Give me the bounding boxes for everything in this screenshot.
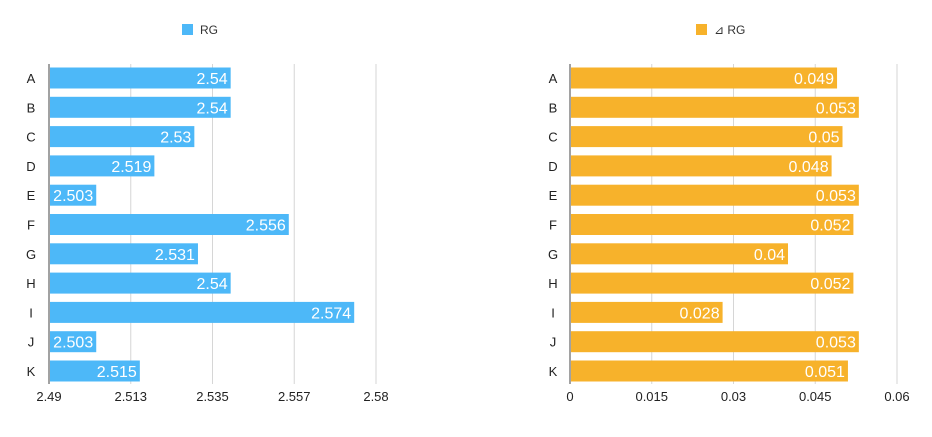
drg-data-label: 0.04 xyxy=(754,247,785,264)
drg-legend-label: ⊿ RG xyxy=(714,23,745,37)
drg-tick-label: 0.03 xyxy=(721,389,746,404)
rg-tick-label: 2.557 xyxy=(278,389,311,404)
rg-tick-label: 2.513 xyxy=(114,389,147,404)
rg-data-label: 2.54 xyxy=(197,100,228,117)
drg-category-label: J xyxy=(550,335,557,350)
rg-bar xyxy=(50,155,155,177)
drg-bar xyxy=(571,126,843,148)
rg-bar xyxy=(50,67,231,89)
drg-data-label: 0.051 xyxy=(805,364,845,381)
rg-tick-label: 2.535 xyxy=(196,389,229,404)
rg-tick-label: 2.58 xyxy=(363,389,388,404)
rg-data-label: 2.503 xyxy=(53,188,93,205)
drg-data-label: 0.049 xyxy=(794,71,834,88)
drg-bar xyxy=(571,301,723,323)
drg-tick-label: 0.045 xyxy=(799,389,832,404)
rg-category-label: E xyxy=(27,188,36,203)
drg-tick-label: 0.06 xyxy=(884,389,909,404)
rg-bar xyxy=(50,331,97,353)
drg-category-label: C xyxy=(548,130,557,145)
drg-data-label: 0.048 xyxy=(789,159,829,176)
drg-bar xyxy=(571,214,854,235)
rg-data-label: 2.531 xyxy=(155,247,195,264)
rg-data-label: 2.574 xyxy=(311,305,351,322)
rg-data-label: 2.515 xyxy=(97,364,137,381)
rg-category-label: B xyxy=(27,100,36,115)
rg-data-label: 2.54 xyxy=(197,276,228,293)
drg-category-label: H xyxy=(548,276,557,291)
rg-bar xyxy=(50,301,355,323)
rg-data-label: 2.54 xyxy=(197,71,228,88)
drg-data-label: 0.052 xyxy=(810,218,850,235)
drg-data-label: 0.053 xyxy=(816,188,856,205)
drg-legend-swatch xyxy=(696,24,707,35)
drg-data-label: 0.053 xyxy=(816,100,856,117)
rg-category-label: K xyxy=(27,364,36,379)
drg-bar xyxy=(571,184,859,206)
drg-data-label: 0.028 xyxy=(680,305,720,322)
rg-category-label: D xyxy=(26,159,35,174)
drg-category-label: F xyxy=(549,218,557,233)
rg-bar xyxy=(50,214,289,235)
drg-bar xyxy=(571,67,838,89)
drg-category-label: I xyxy=(551,305,555,320)
drg-bar xyxy=(571,243,788,265)
rg-data-label: 2.519 xyxy=(111,159,151,176)
rg-bar xyxy=(50,360,140,382)
rg-category-label: I xyxy=(29,305,33,320)
drg-bar xyxy=(571,331,859,353)
rg-bar xyxy=(50,272,231,294)
drg-bar xyxy=(571,360,848,382)
rg-category-label: G xyxy=(26,247,36,262)
drg-category-label: B xyxy=(549,100,558,115)
drg-bar xyxy=(571,155,832,177)
rg-legend-label: RG xyxy=(200,23,218,37)
rg-bar xyxy=(50,96,231,118)
rg-data-label: 2.503 xyxy=(53,335,93,352)
drg-bar xyxy=(571,272,854,294)
rg-legend-swatch xyxy=(182,24,193,35)
drg-category-label: K xyxy=(549,364,558,379)
drg-category-label: G xyxy=(548,247,558,262)
drg-tick-label: 0 xyxy=(566,389,573,404)
rg-chart: 2.49 2.513 2.535 2.557 2.58 RG A 2.54 B 2.54 C 2.53… xyxy=(26,23,389,404)
rg-tick-label: 2.49 xyxy=(36,389,61,404)
drg-data-label: 0.052 xyxy=(810,276,850,293)
drg-data-label: 0.05 xyxy=(808,130,839,147)
rg-category-label: H xyxy=(26,276,35,291)
rg-data-label: 2.556 xyxy=(246,218,286,235)
rg-category-label: J xyxy=(28,335,35,350)
rg-category-label: F xyxy=(27,218,35,233)
drg-bar xyxy=(571,96,859,118)
rg-data-label: 2.53 xyxy=(160,130,191,147)
drg-category-label: D xyxy=(548,159,557,174)
drg-chart: 0 0.015 0.03 0.045 0.06 ⊿ RG A 0.049 B 0.053 C 0.05… xyxy=(548,23,910,404)
drg-data-label: 0.053 xyxy=(816,335,856,352)
rg-bar xyxy=(50,184,97,206)
drg-category-label: A xyxy=(549,71,558,86)
rg-category-label: A xyxy=(27,71,36,86)
rg-bar xyxy=(50,243,198,265)
rg-category-label: C xyxy=(26,130,35,145)
rg-bar xyxy=(50,126,195,148)
drg-category-label: E xyxy=(549,188,558,203)
drg-tick-label: 0.015 xyxy=(635,389,668,404)
